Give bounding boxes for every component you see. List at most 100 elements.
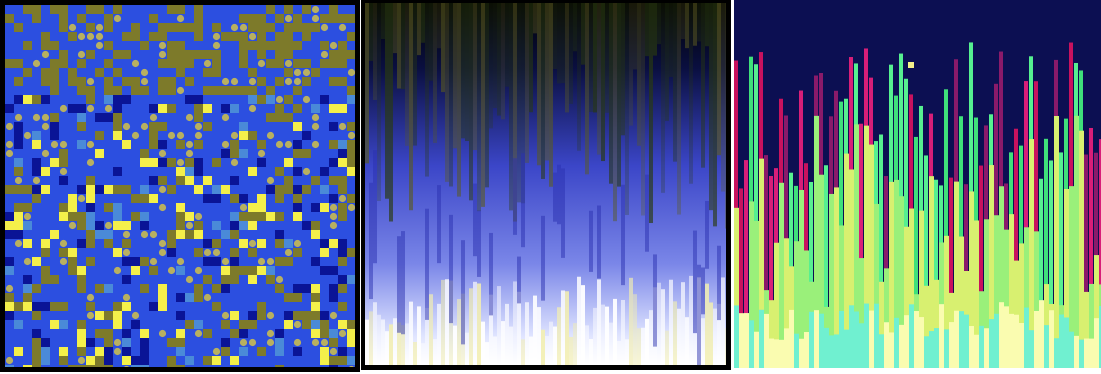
cell bbox=[41, 32, 50, 41]
cell bbox=[275, 50, 284, 59]
cell bbox=[77, 275, 86, 284]
cell bbox=[311, 329, 320, 338]
streak bbox=[529, 337, 533, 365]
streak bbox=[541, 216, 545, 301]
cell bbox=[212, 23, 221, 32]
cell bbox=[41, 41, 50, 50]
cell bbox=[32, 329, 41, 338]
cell bbox=[159, 150, 166, 157]
cell bbox=[158, 176, 167, 185]
cell bbox=[275, 347, 284, 356]
cell bbox=[140, 257, 149, 266]
cell bbox=[249, 339, 256, 346]
cell bbox=[275, 329, 284, 338]
cell bbox=[149, 104, 158, 113]
bar bbox=[1054, 338, 1059, 368]
streak bbox=[565, 3, 569, 112]
cell bbox=[59, 302, 68, 311]
cell bbox=[32, 284, 41, 293]
cell bbox=[42, 150, 49, 157]
cell bbox=[113, 320, 122, 329]
cell bbox=[230, 230, 239, 239]
cell bbox=[285, 15, 292, 22]
streak bbox=[721, 3, 725, 192]
cell bbox=[339, 24, 346, 31]
cell bbox=[131, 257, 140, 266]
streak bbox=[389, 324, 393, 365]
cell bbox=[348, 132, 355, 139]
cell bbox=[257, 32, 266, 41]
cell bbox=[204, 294, 211, 301]
cell bbox=[311, 293, 320, 302]
bar bbox=[899, 325, 904, 368]
cell bbox=[87, 294, 94, 301]
streak bbox=[605, 307, 609, 365]
cell bbox=[131, 356, 140, 365]
streak bbox=[553, 327, 557, 365]
cell bbox=[186, 276, 193, 283]
cell bbox=[212, 356, 221, 365]
cell bbox=[348, 204, 355, 211]
bar bbox=[1084, 339, 1089, 368]
streak bbox=[701, 3, 705, 168]
cell bbox=[159, 240, 166, 247]
cell bbox=[32, 347, 41, 356]
cell bbox=[212, 158, 221, 167]
cell bbox=[294, 78, 301, 85]
streak bbox=[533, 3, 537, 33]
cell bbox=[248, 320, 257, 329]
streak bbox=[393, 318, 397, 365]
streak bbox=[477, 283, 481, 365]
cell bbox=[95, 230, 104, 239]
cell bbox=[60, 240, 67, 247]
cell bbox=[330, 42, 337, 49]
cell bbox=[330, 213, 337, 220]
cell bbox=[266, 266, 275, 275]
streak bbox=[593, 3, 597, 112]
cell bbox=[68, 68, 77, 77]
streak bbox=[557, 307, 561, 365]
bar bbox=[819, 314, 824, 368]
streak bbox=[425, 209, 429, 320]
cell bbox=[158, 122, 167, 131]
cell bbox=[131, 32, 140, 41]
cell bbox=[338, 14, 347, 23]
bar bbox=[779, 340, 784, 368]
cell bbox=[32, 140, 41, 149]
cell bbox=[266, 86, 275, 95]
cell bbox=[194, 104, 203, 113]
streak bbox=[457, 3, 461, 197]
cell bbox=[176, 50, 185, 59]
cell bbox=[329, 158, 338, 167]
bar bbox=[849, 305, 854, 368]
cell bbox=[122, 239, 131, 248]
cell bbox=[176, 329, 185, 338]
streak bbox=[673, 3, 677, 162]
cell bbox=[149, 194, 158, 203]
cell bbox=[86, 5, 95, 14]
cell bbox=[104, 329, 113, 338]
cell bbox=[248, 248, 257, 257]
streak bbox=[481, 322, 485, 365]
cell bbox=[77, 86, 86, 95]
cell bbox=[293, 23, 302, 32]
cell bbox=[95, 113, 104, 122]
cell bbox=[329, 122, 338, 131]
streak bbox=[581, 285, 585, 365]
streak bbox=[417, 3, 421, 55]
cell bbox=[113, 311, 122, 320]
bar bbox=[909, 304, 914, 368]
bar bbox=[1039, 300, 1044, 368]
cell bbox=[168, 132, 175, 139]
streak bbox=[677, 3, 681, 215]
cell bbox=[24, 132, 31, 139]
cell bbox=[311, 302, 320, 311]
cell bbox=[231, 132, 238, 139]
streak bbox=[505, 304, 509, 365]
cell bbox=[203, 50, 212, 59]
cell bbox=[5, 221, 14, 230]
cell bbox=[276, 276, 283, 283]
bar bbox=[889, 332, 894, 368]
cell bbox=[194, 293, 203, 302]
cell bbox=[239, 86, 248, 95]
